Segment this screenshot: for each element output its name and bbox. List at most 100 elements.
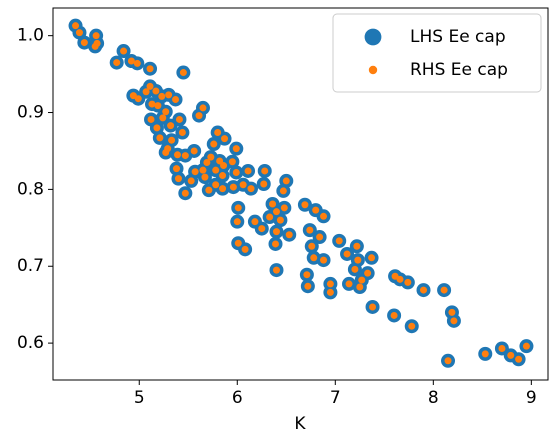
point <box>304 282 312 290</box>
point <box>80 39 88 47</box>
point <box>181 189 189 197</box>
point <box>142 88 150 96</box>
point <box>335 237 343 245</box>
point <box>247 185 255 193</box>
point <box>162 148 170 156</box>
point <box>440 286 448 294</box>
point <box>450 317 458 325</box>
point <box>343 250 351 258</box>
point <box>272 228 280 236</box>
point <box>234 204 242 212</box>
point <box>234 239 242 247</box>
point <box>216 157 224 165</box>
point <box>173 165 181 173</box>
point <box>220 162 228 170</box>
point <box>396 275 404 283</box>
point <box>156 134 164 142</box>
point <box>320 212 328 220</box>
x-axis-label: K <box>294 414 306 434</box>
point <box>308 242 316 250</box>
point <box>165 91 173 99</box>
point <box>285 231 293 239</box>
point <box>244 167 252 175</box>
legend-marker <box>364 28 382 46</box>
legend-label: LHS Ee cap <box>410 27 506 47</box>
point <box>241 245 249 253</box>
point <box>481 350 489 358</box>
point <box>301 201 309 209</box>
point <box>133 59 141 67</box>
point <box>444 357 452 365</box>
point <box>162 108 170 116</box>
point <box>154 102 162 110</box>
point <box>228 158 236 166</box>
point <box>320 256 328 264</box>
point <box>326 280 334 288</box>
point <box>272 208 280 216</box>
x-tick-label: 8 <box>428 388 439 408</box>
point <box>187 177 195 185</box>
point <box>390 311 398 319</box>
point <box>195 112 203 120</box>
point <box>75 29 83 37</box>
point <box>258 225 266 233</box>
point <box>214 129 222 137</box>
legend-label: RHS Ee cap <box>410 60 508 80</box>
point <box>280 204 288 212</box>
point <box>310 254 318 262</box>
point <box>159 114 167 122</box>
point <box>507 351 515 359</box>
point <box>420 286 428 294</box>
point <box>316 233 324 241</box>
legend-marker <box>368 65 378 75</box>
point <box>199 104 207 112</box>
point <box>113 59 121 67</box>
point <box>233 218 241 226</box>
point <box>146 65 154 73</box>
y-tick-label: 0.6 <box>17 333 44 353</box>
point <box>167 122 175 130</box>
point <box>276 216 284 224</box>
point <box>351 265 359 273</box>
point <box>158 92 166 100</box>
point <box>408 322 416 330</box>
point <box>199 166 207 174</box>
x-tick-label: 6 <box>232 388 243 408</box>
point <box>358 276 366 284</box>
point <box>272 266 280 274</box>
point <box>212 166 220 174</box>
point <box>181 152 189 160</box>
point <box>221 135 229 143</box>
point <box>345 280 353 288</box>
point <box>120 47 128 55</box>
point <box>229 183 237 191</box>
point <box>232 168 240 176</box>
point <box>279 187 287 195</box>
point <box>326 288 334 296</box>
point <box>72 22 80 30</box>
x-tick-label: 9 <box>526 388 537 408</box>
point <box>219 185 227 193</box>
point <box>219 172 227 180</box>
point <box>269 200 277 208</box>
point <box>179 69 187 77</box>
point <box>173 151 181 159</box>
point <box>147 115 155 123</box>
point <box>212 181 220 189</box>
point <box>368 254 376 262</box>
point <box>152 87 160 95</box>
y-tick-label: 0.7 <box>17 256 44 276</box>
point <box>175 115 183 123</box>
point <box>172 95 180 103</box>
point <box>369 303 377 311</box>
point <box>134 95 142 103</box>
point <box>364 269 372 277</box>
point <box>306 226 314 234</box>
point <box>448 308 456 316</box>
point <box>261 167 269 175</box>
point <box>239 181 247 189</box>
point <box>191 168 199 176</box>
point <box>354 256 362 264</box>
point <box>207 153 215 161</box>
